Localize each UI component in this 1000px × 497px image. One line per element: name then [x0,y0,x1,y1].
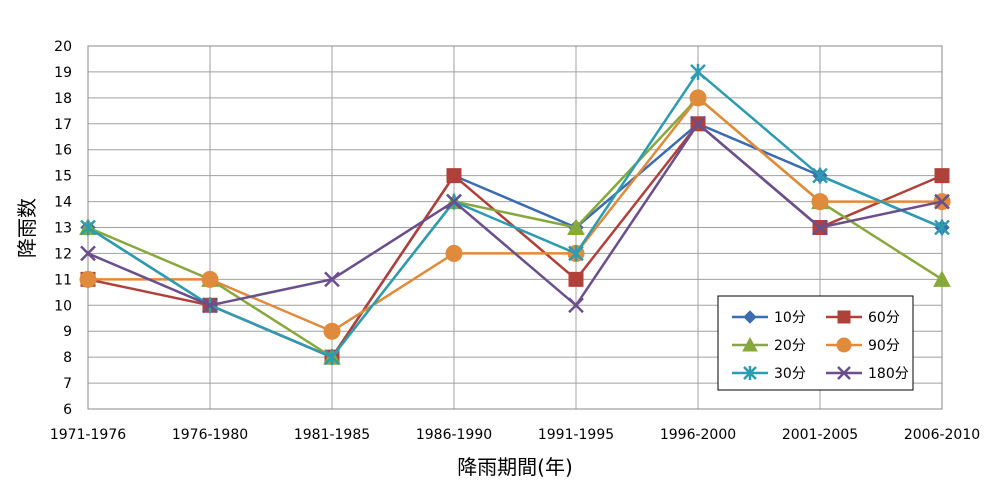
x-tick-label: 1976-1980 [172,427,248,443]
y-tick-label: 17 [54,117,72,133]
y-axis-ticks: 6 7 8 9 10 11 12 13 14 15 16 17 18 19 20 [54,39,72,418]
data-point [568,297,584,314]
y-tick-label: 15 [54,169,72,185]
x-tick-label: 1996-2000 [660,427,736,443]
data-point [446,168,462,184]
data-point [79,270,97,288]
data-point [446,193,462,210]
y-tick-label: 8 [63,350,72,366]
y-tick-label: 13 [54,221,72,237]
data-point [933,270,951,287]
data-point [202,297,218,314]
data-point [689,89,707,107]
y-tick-label: 6 [63,402,72,418]
data-point [934,168,950,184]
y-axis-title: 降雨数 [15,198,39,258]
x-tick-label: 1971-1976 [50,427,126,443]
data-point [934,193,950,210]
series-layer [79,63,951,366]
legend: 10分 60分 20分 90分 30分 180分 [717,295,914,391]
legend-item: 60分 [826,310,900,326]
legend-label: 30分 [774,366,806,382]
data-point [690,63,706,80]
y-tick-label: 11 [54,272,72,288]
data-point [80,245,96,262]
data-point [568,245,584,262]
y-tick-label: 9 [63,324,72,340]
y-tick-label: 12 [54,246,72,262]
legend-item: 10分 [732,310,806,326]
legend-label: 90分 [868,338,900,354]
legend-label: 60分 [868,310,900,326]
y-tick-label: 16 [54,143,72,159]
y-tick-label: 19 [54,65,72,81]
data-point [743,366,757,380]
data-point [742,336,758,352]
data-point [323,322,341,340]
series-180分 [80,115,950,314]
data-point [568,271,584,287]
x-tick-label: 1991-1995 [538,427,614,443]
legend-item: 90分 [826,337,900,354]
legend-label: 10分 [774,310,806,326]
x-tick-label: 1986-1990 [416,427,492,443]
data-point [836,337,852,353]
y-tick-label: 20 [54,39,72,55]
legend-label: 20分 [774,338,806,354]
x-tick-label: 2001-2005 [782,427,858,443]
legend-label: 180分 [868,366,909,382]
data-point [80,219,96,236]
y-tick-label: 7 [63,376,72,392]
legend-item: 20分 [732,336,806,354]
data-point [567,218,585,235]
legend-item: 180分 [826,366,909,382]
data-point [324,349,340,366]
data-point [445,244,463,262]
series-line [87,121,943,308]
y-tick-label: 10 [54,298,72,314]
x-tick-label: 2006-2010 [904,427,980,443]
x-axis-ticks: 1971-1976 1976-1980 1981-1985 1986-1990 1991… [50,427,980,443]
y-tick-label: 18 [54,91,72,107]
series-line [87,70,943,359]
data-point [812,167,828,184]
x-tick-label: 1981-1985 [294,427,370,443]
y-tick-label: 14 [54,195,72,211]
data-point [812,219,828,236]
data-point [811,193,829,211]
data-point [743,310,757,324]
data-point [690,115,706,132]
legend-item: 30分 [732,366,806,382]
x-axis-title: 降雨期間(年) [457,455,573,479]
data-point [934,219,950,236]
data-point [324,271,340,288]
data-point [201,270,219,288]
data-point [837,366,851,380]
data-point [837,310,851,324]
